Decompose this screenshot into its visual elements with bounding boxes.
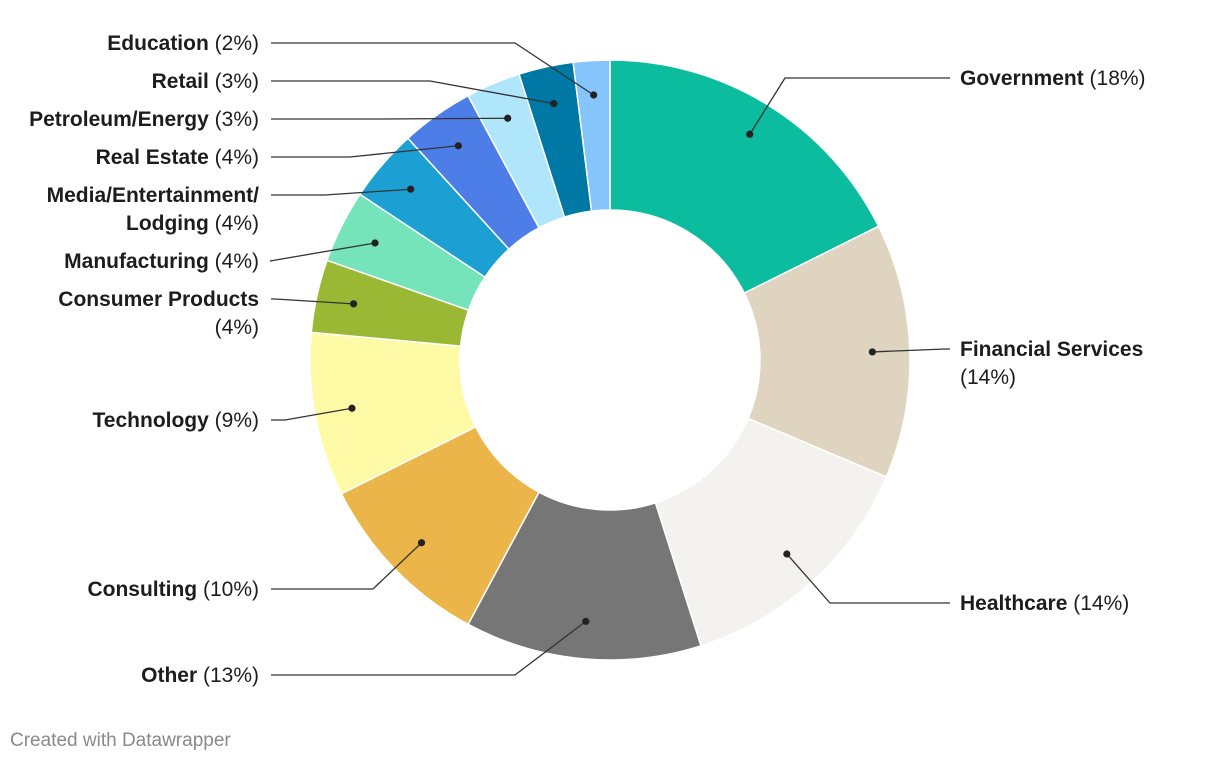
leader-dot-healthcare	[783, 550, 791, 558]
slice-government	[609, 59, 880, 295]
leader-dot-other	[582, 617, 590, 625]
leader-dot-consulting	[417, 539, 426, 547]
slice-healthcare	[654, 417, 888, 647]
leader-line-education	[271, 42, 595, 96]
label-technology: Technology (9%)	[93, 409, 259, 432]
leader-line-financial-services	[872, 348, 950, 353]
label-healthcare: Healthcare (14%)	[960, 592, 1129, 615]
leader-line-technology	[271, 407, 353, 421]
leader-line-real-estate	[271, 145, 459, 158]
slices-group	[309, 59, 911, 661]
leader-line-manufacturing	[269, 242, 376, 262]
leader-dot-petroleum-energy	[504, 114, 512, 122]
leader-line-consumer-products	[271, 298, 354, 305]
label-retail: Retail (3%)	[152, 70, 259, 93]
label-manufacturing: Manufacturing (4%)	[64, 250, 259, 273]
leader-line-petroleum-energy	[271, 117, 508, 120]
labels-group: Government (18%) Financial Services (14%) H…	[29, 32, 1145, 687]
leader-line-healthcare	[786, 553, 950, 604]
label-petroleum-energy: Petroleum/Energy (3%)	[29, 108, 259, 131]
credit-text: Created with Datawrapper	[10, 730, 231, 751]
leader-lines-group	[269, 42, 950, 676]
slice-education	[572, 59, 611, 212]
label-other: Other (13%)	[141, 664, 259, 687]
label-education: Education (2%)	[107, 32, 259, 55]
label-consulting: Consulting (10%)	[87, 578, 259, 601]
leader-dot-government	[746, 130, 754, 138]
leader-dot-financial-services	[868, 348, 876, 356]
leader-dot-education	[590, 91, 598, 99]
leader-dot-technology	[348, 404, 356, 412]
slice-other	[467, 491, 702, 661]
label-financial-services: Financial Services (14%)	[960, 338, 1143, 389]
label-media-entertainment-lodging: Media/Entertainment/Lodging (4%)	[47, 184, 260, 235]
leader-dot-media-entertainment-lodging	[407, 185, 415, 193]
leader-dot-retail	[550, 99, 558, 108]
leader-dot-real-estate	[454, 142, 462, 150]
leader-line-other	[271, 620, 587, 676]
label-real-estate: Real Estate (4%)	[96, 146, 259, 169]
label-consumer-products: Consumer Products (4%)	[58, 288, 259, 339]
leader-dot-manufacturing	[371, 239, 379, 247]
leader-line-consulting	[271, 542, 422, 590]
leader-line-retail	[271, 80, 554, 105]
label-government: Government (18%)	[960, 67, 1146, 90]
leader-line-government	[749, 77, 950, 135]
slice-financial-services	[743, 225, 911, 478]
leader-line-media-entertainment-lodging	[271, 188, 411, 196]
leader-dot-consumer-products	[349, 300, 358, 308]
